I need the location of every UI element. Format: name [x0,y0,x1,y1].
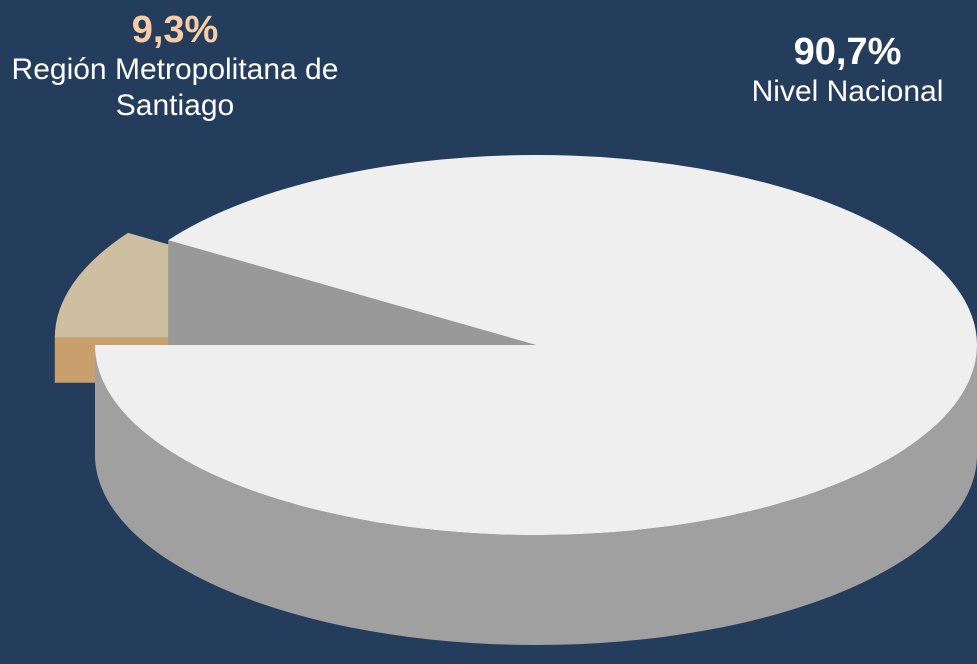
slice-side [95,345,977,645]
slice-label: 9,3% Región Metropolitana de Santiago [0,8,350,124]
slice [94,155,977,536]
category-label: Nivel Nacional [751,75,944,108]
value-label: 90,7% [793,31,902,73]
category-label: Región Metropolitana de Santiago [11,53,339,122]
slice-label: 90,7% Nivel Nacional [720,30,975,110]
value-label: 9,3% [131,9,219,51]
